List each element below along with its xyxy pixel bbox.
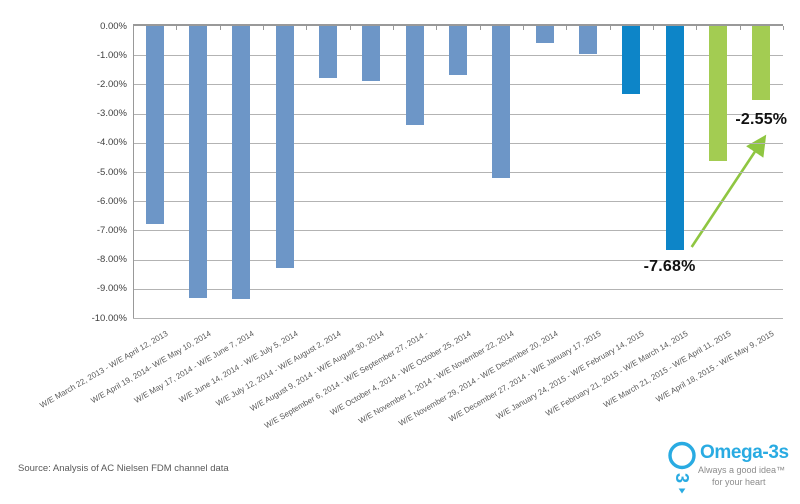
y-axis-tick-label: -1.00%	[96, 49, 127, 61]
axis-tick	[653, 26, 654, 30]
bar	[319, 26, 337, 78]
axis-tick	[696, 26, 698, 30]
gridline	[133, 288, 783, 290]
gridline	[133, 230, 783, 232]
bar	[145, 26, 164, 224]
gridline	[133, 201, 783, 203]
x-axis-category-label: W/E November 1, 2014 - W/E November 22, …	[357, 329, 516, 426]
axis-tick	[349, 26, 351, 30]
gridline	[133, 84, 783, 86]
y-axis-line	[133, 26, 134, 318]
axis-tick	[176, 26, 178, 30]
gridline	[133, 142, 783, 144]
bar	[492, 26, 511, 178]
annotation-label: -7.68%	[643, 258, 696, 275]
axis-tick	[219, 26, 221, 30]
gridline	[133, 259, 783, 261]
bar	[709, 26, 727, 161]
y-axis-tick-label: -7.00%	[96, 224, 127, 236]
lightbulb-icon: 3	[668, 441, 696, 494]
y-axis-tick-label: -3.00%	[96, 108, 127, 120]
brand-logo: 3 Omega-3s Always a good idea™ for your …	[666, 437, 796, 497]
axis-tick	[566, 26, 568, 30]
brand-tagline: Always a good idea™	[698, 465, 786, 475]
bar	[579, 26, 597, 54]
svg-text:3: 3	[672, 473, 692, 483]
bar	[665, 26, 684, 250]
bar	[362, 26, 381, 81]
y-axis-tick-label: -10.00%	[91, 312, 127, 324]
bar	[752, 26, 771, 100]
y-axis-tick-label: -8.00%	[96, 254, 127, 266]
bar	[449, 26, 467, 75]
y-axis-tick-label: -5.00%	[96, 166, 127, 178]
brand-subline: for your heart	[712, 477, 766, 487]
axis-tick	[133, 26, 134, 30]
axis-tick	[393, 26, 394, 30]
axis-tick	[436, 26, 438, 30]
axis-tick	[263, 26, 264, 30]
bar	[405, 26, 424, 125]
axis-tick	[783, 26, 784, 30]
x-axis-zero-line	[133, 24, 783, 26]
axis-tick	[609, 26, 611, 30]
annotation-label: -2.55%	[735, 111, 788, 128]
y-axis-tick-label: -6.00%	[96, 195, 127, 207]
gridline	[133, 318, 783, 319]
brand-name: Omega-3s	[700, 442, 789, 463]
axis-tick	[739, 26, 741, 30]
bar	[622, 26, 641, 94]
axis-tick	[523, 26, 524, 30]
y-axis-tick-label: -4.00%	[96, 137, 127, 149]
bar	[535, 26, 554, 43]
gridline	[133, 113, 783, 115]
bar	[275, 26, 294, 268]
bar	[232, 26, 251, 299]
source-text: Source: Analysis of AC Nielsen FDM chann…	[18, 463, 229, 474]
y-axis-tick-label: 0.00%	[100, 20, 127, 32]
gridline	[133, 172, 783, 173]
axis-tick	[306, 26, 308, 30]
y-axis-tick-label: -2.00%	[96, 78, 127, 90]
y-axis-tick-label: -9.00%	[96, 283, 127, 295]
x-axis-category-label: W/E November 29, 2014 - W/E December 20,…	[396, 329, 560, 428]
bar	[189, 26, 207, 298]
axis-tick	[479, 26, 481, 30]
